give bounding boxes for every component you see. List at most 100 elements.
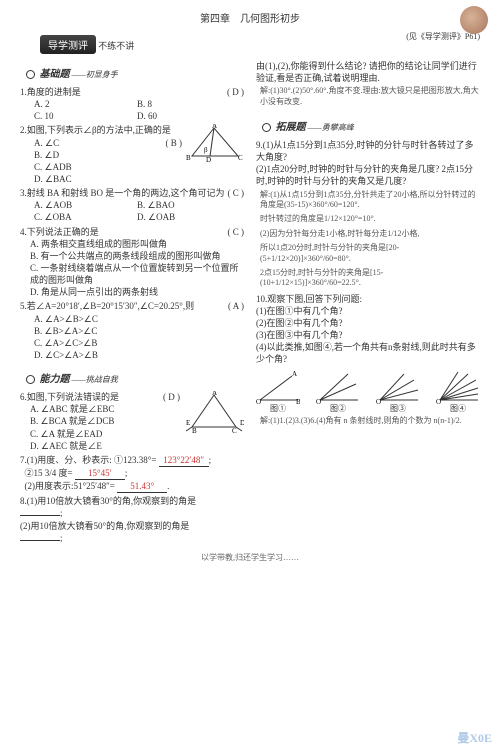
q2-stem: 2.如图,下列表示∠β的方法中,正确的是 xyxy=(20,125,171,135)
q3: 3.射线 BA 和射线 BO 是一个角的两边,这个角可记为 ( C ) A. ∠… xyxy=(20,187,244,223)
fig3-label: 图③ xyxy=(376,404,420,415)
section-ability-sub: ——挑战自我 xyxy=(72,375,118,384)
q2-figure: A B D C β xyxy=(186,124,244,162)
q7: 7.(1)用度、分、秒表示: ①123.38°= 123°22′48″; ②15… xyxy=(20,454,244,493)
q1-ans: ( D ) xyxy=(227,86,244,98)
fig4-label: 图④ xyxy=(436,404,480,415)
footer: 以学带教,归还学生学习…… xyxy=(20,552,480,563)
q9-sol3: (2)因为分针每分走1小格,时针每分走1/12小格, xyxy=(260,229,480,239)
q2-d: D. ∠BAC xyxy=(34,173,135,185)
q10-p1: (1)在图①中有几个角? xyxy=(256,305,480,317)
svg-text:C: C xyxy=(238,154,243,162)
q7-3: (2)用度表示:51°25′48″= xyxy=(25,481,115,491)
q8-blank1 xyxy=(20,515,60,516)
q5-d: D. ∠C>∠A>∠B xyxy=(34,349,244,361)
section-basic-title: 基础题 xyxy=(40,69,70,80)
section-basic: 基础题——初显身手 xyxy=(20,64,124,81)
q10-p4: (4)以此类推,如图④,若一个角共有n条射线,则此时共有多少个角? xyxy=(256,341,480,365)
q6-ans: ( D ) xyxy=(163,391,180,403)
q2-a: A. ∠C xyxy=(34,137,135,149)
q9-stem: 9.(1)从1点15分到1点35分,时钟的分针与时针各转过了多大角度? xyxy=(256,139,480,163)
q9-sol2: 时针转过的角度是1/12×120°=10°. xyxy=(260,214,480,224)
svg-text:C: C xyxy=(232,427,237,433)
q4-stem: 4.下列说法正确的是 xyxy=(20,227,99,237)
fig2-label: 图② xyxy=(316,404,360,415)
svg-text:O: O xyxy=(256,398,261,404)
q5-b: B. ∠B>∠A>∠C xyxy=(34,325,244,337)
section-basic-sub: ——初显身手 xyxy=(72,70,118,79)
q10-stem: 10.观察下图,回答下列问题: xyxy=(256,293,480,305)
q7-ans3: 51.43° xyxy=(117,480,167,493)
q1-stem: 1.角度的进制是 xyxy=(20,87,81,97)
q5: 5.若∠A=20°18′,∠B=20°15′30″,∠C=20.25°,则 ( … xyxy=(20,300,244,361)
q4-c: C. 一条射线绕着端点从一个位置旋转到另一个位置所成的图形叫做角 xyxy=(30,262,244,286)
q4-b: B. 有一个公共端点的两条线段组成的图形叫做角 xyxy=(30,250,244,262)
q2-c: C. ∠ADB xyxy=(34,161,135,173)
svg-text:B: B xyxy=(192,427,197,433)
svg-text:O: O xyxy=(436,398,441,404)
q10-p2: (2)在图②中有几个角? xyxy=(256,317,480,329)
q3-d: D. ∠OAB xyxy=(137,211,238,223)
q1: 1.角度的进制是 ( D ) A. 2 B. 8 C. 10 D. 60 xyxy=(20,86,244,122)
q2-b: B. ∠D xyxy=(34,149,135,161)
svg-text:A: A xyxy=(292,370,297,378)
svg-text:O: O xyxy=(316,398,321,404)
q3-b: B. ∠BAO xyxy=(137,199,238,211)
svg-text:E: E xyxy=(186,419,190,427)
r-intro: 由(1),(2),你能得到什么结论? 请把你的结论让同学们进行验证,看是否正确,… xyxy=(256,60,480,84)
q7-1: 7.(1)用度、分、秒表示: ①123.38°= xyxy=(20,455,156,465)
q8: 8.(1)用10倍放大镜看30°的角,你观察到的角是 ; (2)用10倍放大镜看… xyxy=(20,495,244,544)
fig2: O xyxy=(316,370,360,404)
q2: A B D C β 2.如图,下列表示∠β的方法中,正确的是 ( B ) A. … xyxy=(20,124,244,185)
svg-text:D: D xyxy=(240,419,244,427)
q6: A EB CD 6.如图,下列说法错误的是 ( D ) A. ∠ABC 就是∠E… xyxy=(20,391,244,452)
q3-c: C. ∠OBA xyxy=(34,211,135,223)
q8-1: 8.(1)用10倍放大镜看30°的角,你观察到的角是 xyxy=(20,495,244,507)
q9-p2: (2)1点20分时,时钟的时针与分针的夹角是几度? 2点15分时,时钟的时针与分… xyxy=(256,163,480,187)
svg-text:A: A xyxy=(212,124,217,130)
svg-text:B: B xyxy=(186,154,191,162)
fig1-label: 图① xyxy=(256,404,300,415)
q6-d: D. ∠AEC 就是∠E xyxy=(30,440,244,452)
svg-text:β: β xyxy=(204,146,208,154)
svg-text:D: D xyxy=(206,156,211,162)
q2-ans: ( B ) xyxy=(166,137,183,149)
q7-ans2: 15°45′ xyxy=(75,467,125,480)
r-sol: 解:(1)30°.(2)50°.60°.角度不变.理由:放大镜只是把图形放大,角… xyxy=(260,86,480,107)
section-extend-title: 拓展题 xyxy=(276,122,306,133)
q10-p3: (3)在图③中有几个角? xyxy=(256,329,480,341)
q4: 4.下列说法正确的是 ( C ) A. 两条相交直线组成的图形叫做角 B. 有一… xyxy=(20,226,244,299)
q9-sol5: 2点15分时,时针与分针的夹角是[15-(10+1/12×15)]×360°/6… xyxy=(260,268,480,289)
watermark: 曼X0E xyxy=(457,729,492,746)
q1-c: C. 10 xyxy=(34,110,135,122)
banner-title: 导学测评 xyxy=(40,35,96,54)
banner-tag: 不练不讲 xyxy=(98,41,134,51)
q5-c: C. ∠A>∠C>∠B xyxy=(34,337,244,349)
fig4: O xyxy=(436,370,480,404)
q6-stem: 6.如图,下列说法错误的是 xyxy=(20,392,119,402)
mascot-icon xyxy=(460,6,488,34)
chapter-title: 第四章 几何图形初步 xyxy=(200,14,300,25)
q9-sol4: 所以1点20分时,时针与分针的夹角是[20-(5+1/12×20)]×360°/… xyxy=(260,243,480,264)
q1-b: B. 8 xyxy=(137,98,238,110)
fig1: O A B xyxy=(256,370,300,404)
q4-ans: ( C ) xyxy=(228,226,245,238)
q10-sol: 解:(1)1.(2)3.(3)6.(4)角有 n 条射线时,则角的个数为 n(n… xyxy=(260,416,480,426)
section-ability: 能力题——挑战自我 xyxy=(20,369,124,386)
section-extend: 拓展题——勇攀高峰 xyxy=(256,117,360,134)
q1-a: A. 2 xyxy=(34,98,135,110)
q1-d: D. 60 xyxy=(137,110,238,122)
q9: 9.(1)从1点15分到1点35分,时钟的分针与时针各转过了多大角度? (2)1… xyxy=(256,139,480,289)
q3-ans: ( C ) xyxy=(228,187,245,199)
q4-a: A. 两条相交直线组成的图形叫做角 xyxy=(30,238,244,250)
q8-2: (2)用10倍放大镜看50°的角,你观察到的角是 xyxy=(20,520,244,532)
q7-2: ②15 3/4 度= xyxy=(25,468,73,478)
q10-figures: O A B 图① O 图② xyxy=(256,370,480,415)
section-ability-title: 能力题 xyxy=(40,374,70,385)
svg-text:A: A xyxy=(212,391,217,397)
q10: 10.观察下图,回答下列问题: (1)在图①中有几个角? (2)在图②中有几个角… xyxy=(256,293,480,427)
q3-stem: 3.射线 BA 和射线 BO 是一个角的两边,这个角可记为 xyxy=(20,188,225,198)
svg-text:O: O xyxy=(376,398,381,404)
q5-a: A. ∠A>∠B>∠C xyxy=(34,313,244,325)
q5-stem: 5.若∠A=20°18′,∠B=20°15′30″,∠C=20.25°,则 xyxy=(20,301,194,311)
